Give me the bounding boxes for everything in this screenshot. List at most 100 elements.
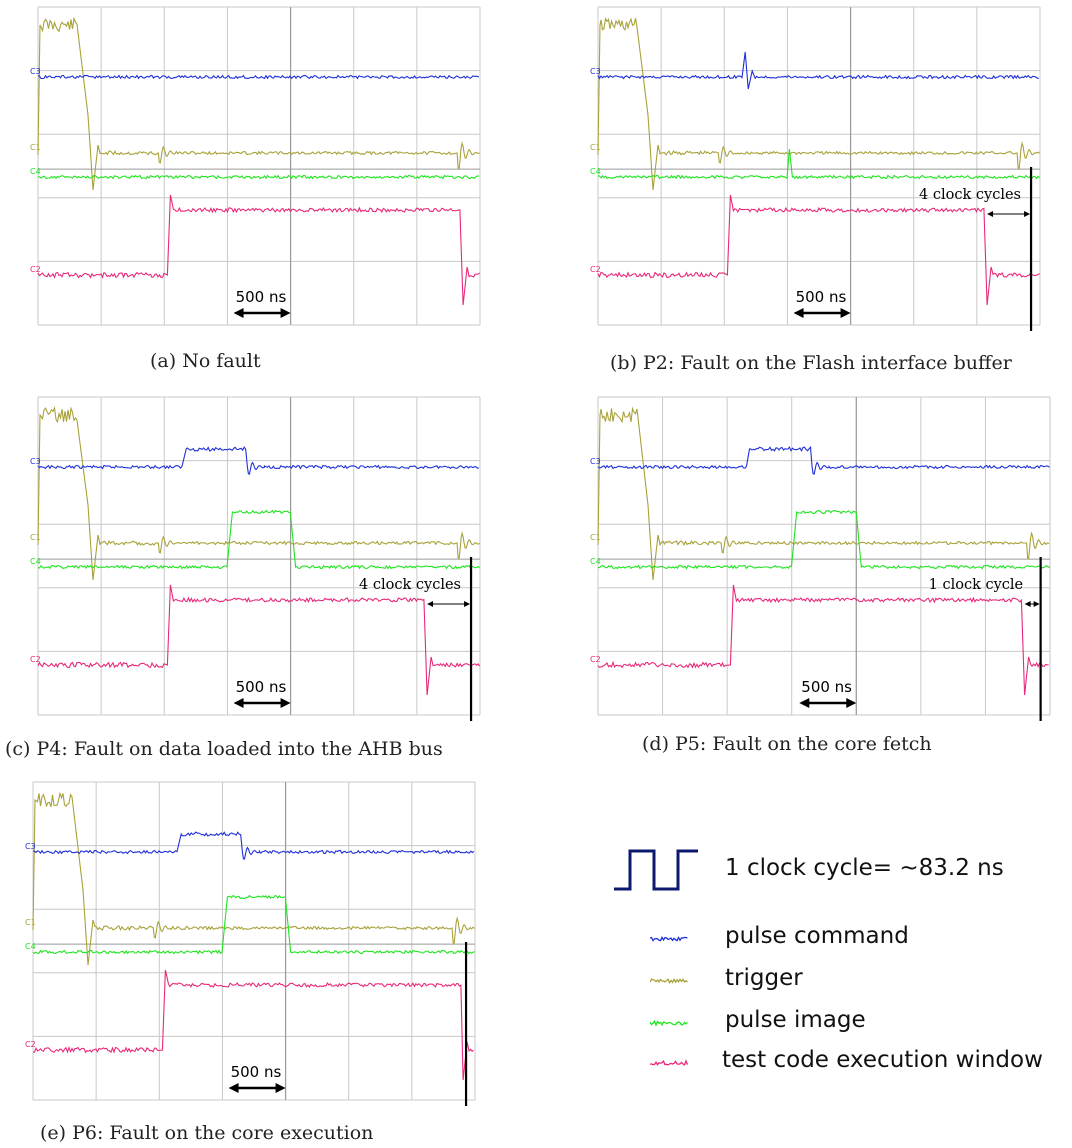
channel-tag: C4 <box>25 942 36 951</box>
timebase-label: 500 ns <box>236 678 287 696</box>
clock-cycle-icon <box>614 849 698 891</box>
trace-pulse-command <box>597 51 1039 90</box>
channel-tag: C1 <box>30 533 41 542</box>
trace-pulse-image <box>597 148 1040 180</box>
legend-swatch-line <box>650 978 688 984</box>
trace-pulse-command <box>32 831 475 860</box>
arrow-head <box>846 698 857 708</box>
trace-trigger <box>597 406 1050 581</box>
channel-tag: C1 <box>590 143 601 152</box>
caption-a: (a) No fault <box>150 350 261 372</box>
arrow-head <box>233 308 244 318</box>
scope-grid <box>597 396 1051 716</box>
trace-execution-window <box>597 584 1049 696</box>
legend-item-execution-window: test code execution window <box>600 1047 1070 1077</box>
arrow-head <box>228 1083 239 1093</box>
trace-trigger <box>37 16 480 191</box>
legend-swatch <box>650 936 688 942</box>
channel-tag: C2 <box>25 1040 36 1049</box>
legend-label: pulse image <box>725 1007 866 1033</box>
caption-d: (d) P5: Fault on the core fetch <box>642 733 932 755</box>
caption-c: (c) P4: Fault on data loaded into the AH… <box>5 738 443 760</box>
scope-grid <box>32 781 476 1101</box>
channel-tag: C4 <box>30 557 41 566</box>
timebase-label: 500 ns <box>801 678 852 696</box>
clock-cycle-label: 1 clock cycle= ~83.2 ns <box>725 855 1004 881</box>
channel-tag: C1 <box>30 143 41 152</box>
arrow-head <box>280 698 291 708</box>
arrow-head <box>840 308 851 318</box>
arrow-head <box>427 601 434 607</box>
trace-execution-window <box>37 194 480 306</box>
trace-execution-window <box>37 584 481 696</box>
scope-panel-a: C3 C1 C4 C2 500 ns <box>30 5 490 335</box>
arrow-head <box>464 601 471 607</box>
arrow-head <box>793 308 804 318</box>
clock-annotation: 4 clock cycles <box>359 577 461 593</box>
scope-plot-d: C3 C1 C4 C2 500 ns 1 clock cycle <box>590 396 1051 721</box>
legend-swatch-line <box>650 936 688 942</box>
channel-tag: C3 <box>590 457 601 466</box>
legend-label: trigger <box>725 965 803 991</box>
legend-swatch <box>650 978 688 984</box>
arrow-head <box>799 698 810 708</box>
channel-tag: C1 <box>590 533 601 542</box>
scope-panel-b: C3 C1 C4 C2 500 ns 4 clock cycles <box>590 5 1050 335</box>
legend: 1 clock cycle= ~83.2 ns pulse command tr… <box>600 835 1070 1095</box>
legend-swatch-line <box>650 1059 689 1066</box>
scope-grid <box>37 396 481 716</box>
legend-swatch <box>650 1059 689 1066</box>
trace-pulse-image <box>597 510 1051 570</box>
channel-tag: C2 <box>30 655 41 664</box>
arrow-head <box>1024 601 1031 607</box>
channel-tag: C3 <box>30 457 41 466</box>
channel-tag: C3 <box>30 67 41 76</box>
arrow-head <box>1024 211 1031 217</box>
scope-grid <box>597 6 1041 326</box>
channel-tag: C4 <box>590 557 601 566</box>
timebase-label: 500 ns <box>236 288 287 306</box>
channel-tag: C4 <box>590 167 601 176</box>
arrow-head <box>987 211 994 217</box>
legend-swatch <box>650 1019 688 1027</box>
channel-tag: C2 <box>30 265 41 274</box>
arrow-head <box>280 308 291 318</box>
scope-plot-e: C3 C1 C4 C2 500 ns <box>25 781 476 1106</box>
trace-trigger <box>37 406 480 581</box>
trace-execution-window <box>32 969 474 1081</box>
scope-panel-d: C3 C1 C4 C2 500 ns 1 clock cycle <box>590 395 1060 725</box>
clock-annotation: 1 clock cycle <box>929 577 1024 593</box>
legend-item-pulse-image: pulse image <box>600 1007 1070 1037</box>
trace-pulse-image <box>32 894 475 955</box>
legend-label: test code execution window <box>722 1047 1043 1073</box>
caption-e: (e) P6: Fault on the core execution <box>40 1122 374 1144</box>
arrow-head <box>233 698 244 708</box>
trace-pulse-command <box>37 446 480 475</box>
legend-item-pulse-command: pulse command <box>600 923 1070 953</box>
timebase-label: 500 ns <box>796 288 847 306</box>
scope-plot-a: C3 C1 C4 C2 500 ns <box>30 6 481 326</box>
trace-trigger <box>32 791 475 966</box>
scope-panel-c: C3 C1 C4 C2 500 ns 4 clock cycles <box>30 395 490 725</box>
scope-plot-b: C3 C1 C4 C2 500 ns 4 clock cycles <box>590 6 1041 331</box>
scope-grid <box>37 6 481 326</box>
channel-tag: C1 <box>25 918 36 927</box>
channel-tag: C4 <box>30 167 41 176</box>
channel-tag: C2 <box>590 265 601 274</box>
trace-trigger <box>597 17 1040 191</box>
arrow-head <box>1033 601 1040 607</box>
trace-pulse-image <box>37 174 480 180</box>
caption-b: (b) P2: Fault on the Flash interface buf… <box>610 352 1012 374</box>
channel-tag: C2 <box>590 655 601 664</box>
legend-item-trigger: trigger <box>600 965 1070 995</box>
trace-pulse-command <box>597 445 1050 475</box>
legend-label: pulse command <box>725 923 909 949</box>
scope-panel-e: C3 C1 C4 C2 500 ns <box>25 780 485 1110</box>
trace-pulse-image <box>37 509 480 570</box>
arrow-head <box>275 1083 286 1093</box>
scope-plot-c: C3 C1 C4 C2 500 ns 4 clock cycles <box>30 396 481 721</box>
legend-swatch-line <box>650 1019 688 1027</box>
channel-tag: C3 <box>590 67 601 76</box>
timebase-label: 500 ns <box>231 1063 282 1081</box>
channel-tag: C3 <box>25 842 36 851</box>
